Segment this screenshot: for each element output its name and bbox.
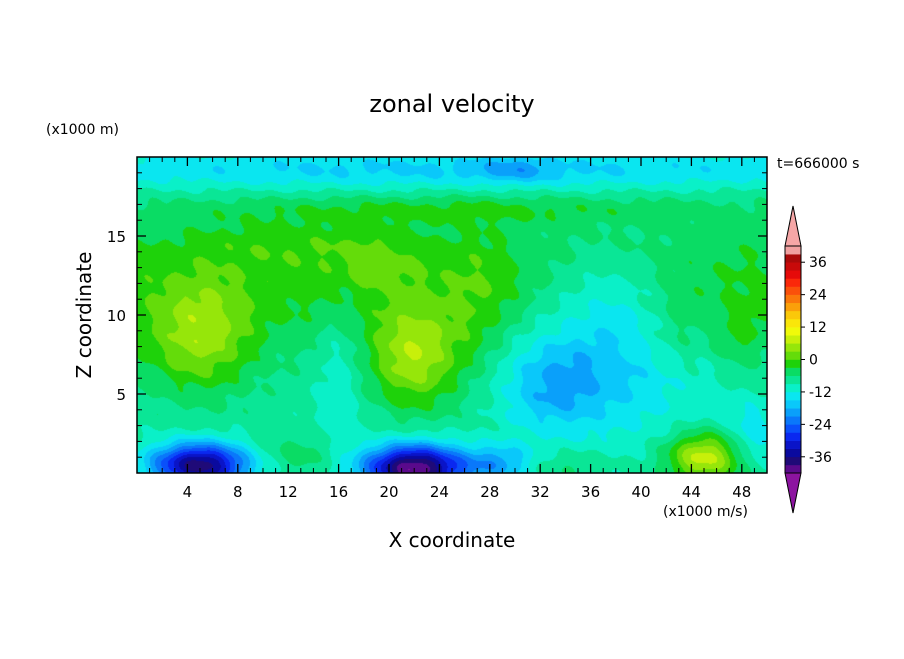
heatmap-field [137,157,767,473]
colorbar-tick-label: -24 [809,417,832,433]
x-tick-label: 16 [329,483,348,501]
colorbar-bin [785,294,801,304]
x-tick-label: 44 [682,483,701,501]
x-tick-label: 20 [379,483,398,501]
colorbar-tick-label: -36 [809,450,832,466]
y-tick-label: 15 [107,228,126,246]
colorbar-bin [785,335,801,344]
time-label: t=666000 s [777,156,859,172]
colorbar-bin [785,400,801,409]
plot-area [136,156,768,474]
colorbar-over-arrow [784,205,802,247]
colorbar-tick-label: 24 [809,288,827,304]
colorbar-bin [785,367,801,377]
colorbar-bin [785,262,801,271]
colorbar-bin [785,270,801,279]
colorbar-bin [785,246,801,255]
y-axis-label: Z coordinate [72,252,96,379]
colorbar-bin [785,432,801,441]
colorbar-bin [785,286,801,295]
x-tick-label: 4 [183,483,193,501]
x-tick-label: 32 [531,483,550,501]
x-tick-label: 28 [480,483,499,501]
colorbar-bin [785,408,801,417]
y-unit-label: (x1000 m) [46,122,119,138]
colorbar-bin [785,343,801,352]
colorbar-bin [785,359,801,368]
chart-title: zonal velocity [369,90,534,118]
colorbar-under-arrow [784,472,802,514]
y-axis: 5 10 15 [107,172,767,458]
y-tick-label: 10 [107,307,126,325]
colorbar-bin [785,327,801,336]
colorbar-bin [785,375,801,385]
colorbar-bin [785,254,801,263]
colorbar-bin [785,302,801,312]
colorbar-bin [785,278,801,287]
x-axis-label: X coordinate [389,528,516,552]
y-tick-label: 5 [116,386,126,404]
colorbar-tick-label: 36 [809,255,827,271]
colorbar: 36 24 12 0 -12 -24 -36 [784,205,832,514]
colorbar-tick-label: 0 [809,353,818,369]
x-tick-label: 8 [233,483,243,501]
colorbar-bin [785,464,801,474]
colorbar-bin [785,310,801,320]
x-tick-label: 12 [279,483,298,501]
colorbar-bin [785,318,801,328]
x-tick-label: 24 [430,483,449,501]
x-tick-label: 48 [732,483,751,501]
colorbar-bin [785,440,801,449]
colorbar-bin [785,456,801,466]
colorbar-bin [785,351,801,360]
colorbar-bin [785,448,801,458]
x-unit-label: (x1000 m/s) [663,504,748,520]
x-tick-label: 36 [581,483,600,501]
x-tick-label: 40 [631,483,650,501]
colorbar-bin [785,391,801,401]
colorbar-bin [785,383,801,393]
x-axis: 4 8 12 16 20 24 28 32 36 40 44 48 [149,157,755,501]
colorbar-bin [785,416,801,425]
colorbar-tick-label: -12 [809,385,832,401]
colorbar-bin [785,424,801,433]
colorbar-tick-label: 12 [809,320,827,336]
